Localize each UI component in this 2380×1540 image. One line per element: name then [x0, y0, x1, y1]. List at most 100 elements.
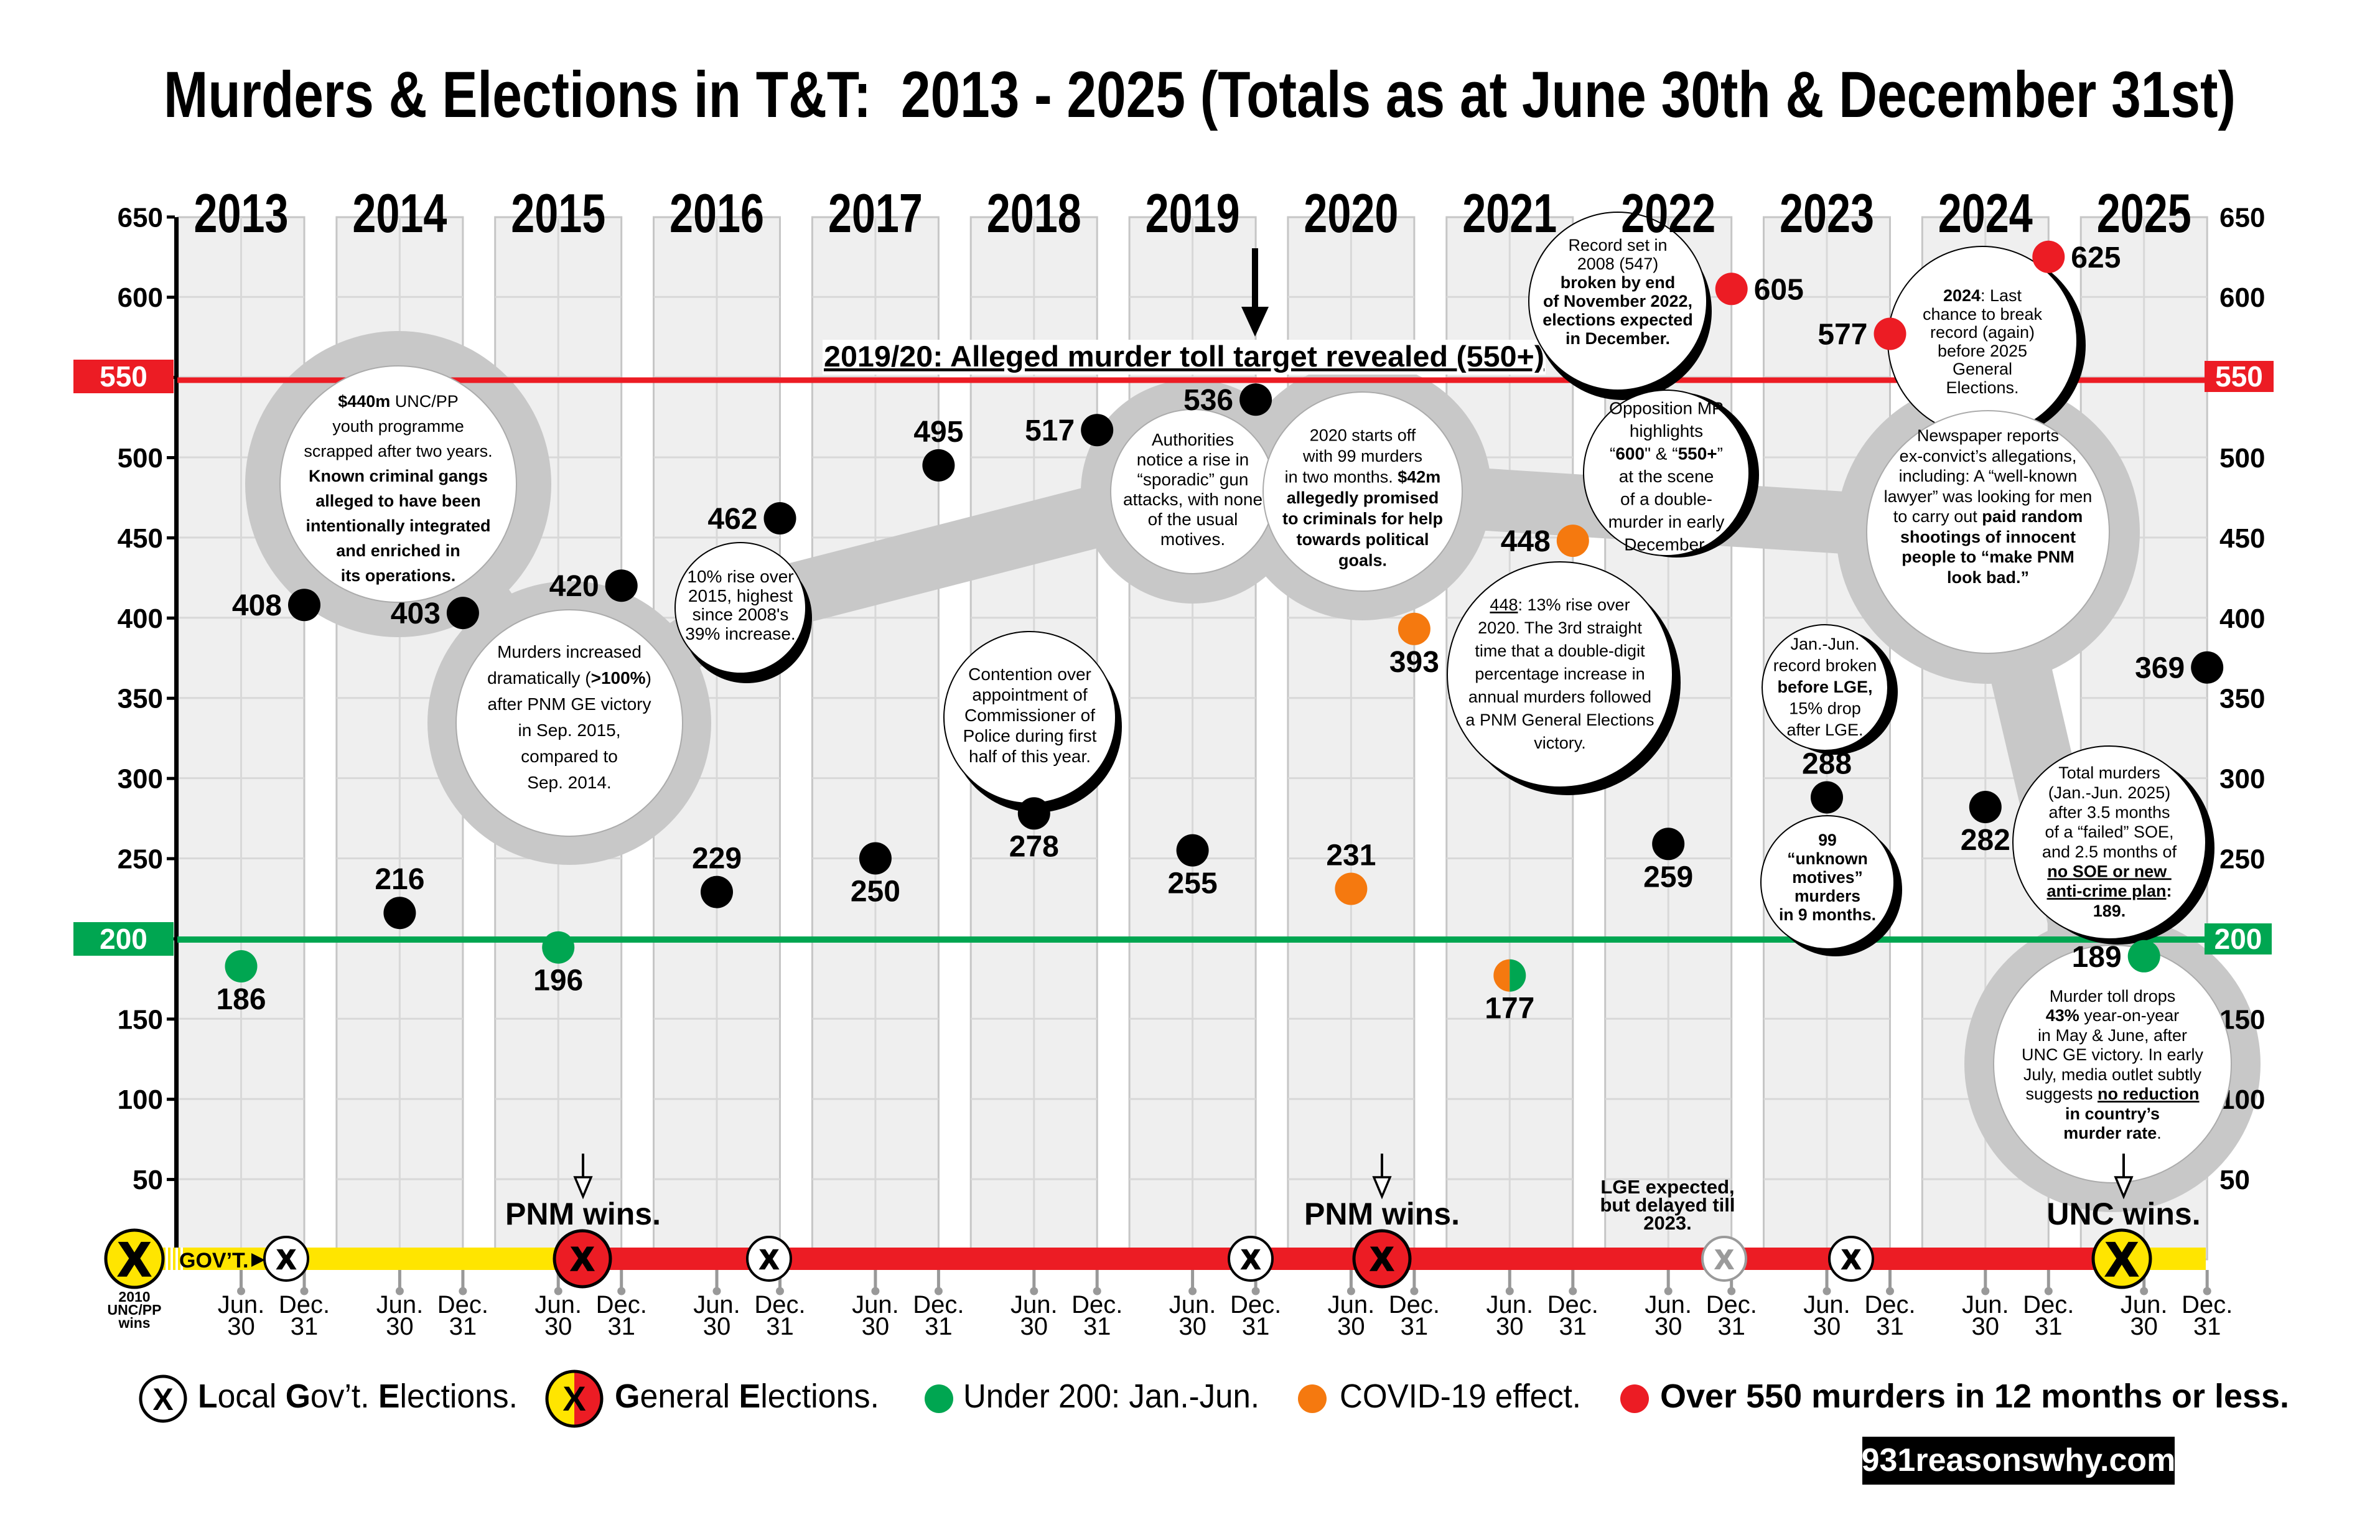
- svg-text:30: 30: [1654, 1313, 1682, 1340]
- svg-text:189.: 189.: [2093, 902, 2126, 920]
- svg-text:Jun.: Jun.: [376, 1291, 424, 1318]
- svg-text:PNM wins.: PNM wins.: [505, 1197, 661, 1231]
- svg-text:448: 13% rise over: 448: 13% rise over: [1490, 595, 1630, 614]
- svg-text:2020. The 3rd straight: 2020. The 3rd straight: [1478, 618, 1642, 637]
- svg-text:Record set in: Record set in: [1568, 236, 1667, 254]
- svg-text:X: X: [1842, 1244, 1860, 1275]
- svg-text:record broken: record broken: [1773, 656, 1877, 675]
- svg-text:196: 196: [533, 964, 583, 997]
- svg-text:450: 450: [2219, 523, 2265, 554]
- svg-text:look bad.”: look bad.”: [1947, 568, 2029, 587]
- svg-text:577: 577: [1818, 319, 1867, 352]
- svg-text:Jun.: Jun.: [1803, 1291, 1850, 1318]
- svg-text:UNC/PP: UNC/PP: [108, 1302, 162, 1318]
- svg-text:Known criminal gangs: Known criminal gangs: [309, 467, 488, 485]
- svg-text:murders: murders: [1794, 887, 1860, 905]
- svg-text:and enriched in: and enriched in: [336, 541, 460, 560]
- svg-text:Murder toll drops: Murder toll drops: [2050, 987, 2176, 1006]
- svg-text:393: 393: [1389, 646, 1439, 679]
- svg-text:Police during first: Police during first: [963, 726, 1097, 745]
- svg-text:2025: 2025: [2097, 182, 2191, 244]
- svg-text:before LGE,: before LGE,: [1777, 678, 1872, 696]
- svg-text:350: 350: [118, 684, 163, 714]
- svg-text:murder in early: murder in early: [1608, 512, 1725, 531]
- svg-text:31: 31: [449, 1313, 477, 1340]
- svg-text:General Elections.: General Elections.: [615, 1378, 879, 1415]
- svg-text:30: 30: [1813, 1313, 1841, 1340]
- svg-text:Dec.: Dec.: [2023, 1291, 2074, 1318]
- svg-text:at the scene: at the scene: [1619, 467, 1714, 486]
- svg-text:Jan.-Jun.: Jan.-Jun.: [1790, 635, 1859, 653]
- svg-text:GOV’T.: GOV’T.: [179, 1249, 248, 1272]
- svg-text:177: 177: [1485, 992, 1534, 1025]
- svg-text:Elections.: Elections.: [1946, 378, 2018, 397]
- svg-text:annual murders followed: annual murders followed: [1468, 688, 1651, 706]
- svg-text:931reasonswhy.com: 931reasonswhy.com: [1862, 1442, 2176, 1478]
- svg-text:39% increase.: 39% increase.: [685, 624, 795, 643]
- svg-text:Dec.: Dec.: [1389, 1291, 1440, 1318]
- svg-text:2021: 2021: [1462, 182, 1557, 244]
- svg-text:2014: 2014: [352, 182, 447, 244]
- svg-text:murder rate.: murder rate.: [2063, 1124, 2162, 1142]
- svg-text:intentionally integrated: intentionally integrated: [306, 516, 490, 535]
- svg-text:250: 250: [118, 844, 163, 875]
- svg-text:X: X: [1371, 1241, 1393, 1277]
- svg-text:Newspaper reports: Newspaper reports: [1917, 426, 2059, 445]
- svg-text:2020: 2020: [1304, 182, 1398, 244]
- svg-text:$440m UNC/PP: $440m UNC/PP: [338, 392, 459, 411]
- svg-text:600: 600: [118, 282, 163, 313]
- svg-text:2015: 2015: [511, 182, 605, 244]
- svg-text:motives.: motives.: [1160, 530, 1225, 549]
- svg-text:in December.: in December.: [1566, 329, 1670, 348]
- svg-text:31: 31: [1242, 1313, 1270, 1340]
- svg-text:2020 starts off: 2020 starts off: [1310, 426, 1416, 445]
- svg-text:Dec.: Dec.: [1706, 1291, 1757, 1318]
- svg-text:Jun.: Jun.: [534, 1291, 582, 1318]
- svg-text:UNC wins.: UNC wins.: [2046, 1197, 2200, 1231]
- svg-text:350: 350: [2219, 684, 2265, 714]
- svg-text:with 99 murders: with 99 murders: [1302, 447, 1422, 465]
- svg-text:Jun.: Jun.: [1328, 1291, 1375, 1318]
- svg-text:wins: wins: [118, 1315, 150, 1331]
- svg-text:2018: 2018: [987, 182, 1081, 244]
- svg-text:Jun.: Jun.: [852, 1291, 899, 1318]
- svg-text:2023.: 2023.: [1643, 1212, 1692, 1234]
- svg-text:allegedly promised: allegedly promised: [1287, 488, 1439, 507]
- svg-text:Murders & Elections in T&T: 2: Murders & Elections in T&T: 2013 - 2025 …: [164, 58, 2236, 131]
- svg-text:Jun.: Jun.: [1645, 1291, 1692, 1318]
- svg-text:Dec.: Dec.: [1230, 1291, 1281, 1318]
- svg-text:towards political: towards political: [1296, 530, 1429, 549]
- svg-text:victory.: victory.: [1534, 734, 1586, 752]
- svg-text:403: 403: [391, 597, 441, 630]
- svg-text:259: 259: [1643, 861, 1693, 894]
- svg-text:but delayed till: but delayed till: [1600, 1194, 1735, 1216]
- svg-text:“600" & “550+”: “600" & “550+”: [1610, 444, 1723, 464]
- svg-text:Dec.: Dec.: [437, 1291, 488, 1318]
- svg-text:150: 150: [118, 1004, 163, 1035]
- svg-text:scrapped after two years.: scrapped after two years.: [304, 442, 492, 460]
- svg-text:99: 99: [1818, 831, 1836, 849]
- svg-text:Total murders: Total murders: [2058, 763, 2160, 782]
- svg-text:motives”: motives”: [1792, 868, 1862, 887]
- svg-text:Dec.: Dec.: [913, 1291, 964, 1318]
- svg-text:Dec.: Dec.: [1547, 1291, 1598, 1318]
- svg-text:216: 216: [375, 863, 424, 896]
- svg-text:X: X: [277, 1244, 295, 1275]
- svg-text:Dec.: Dec.: [754, 1291, 805, 1318]
- svg-text:Jun.: Jun.: [1010, 1291, 1058, 1318]
- svg-text:31: 31: [1717, 1313, 1745, 1340]
- svg-text:its operations.: its operations.: [341, 566, 456, 585]
- svg-text:after PNM GE victory: after PNM GE victory: [488, 694, 651, 714]
- svg-text:of a “failed” SOE,: of a “failed” SOE,: [2045, 823, 2173, 841]
- svg-text:X: X: [760, 1244, 778, 1275]
- svg-text:Dec.: Dec.: [596, 1291, 647, 1318]
- svg-text:186: 186: [216, 983, 266, 1016]
- svg-text:31: 31: [1083, 1313, 1111, 1340]
- svg-text:650: 650: [118, 202, 163, 233]
- svg-text:31: 31: [607, 1313, 635, 1340]
- svg-text:31: 31: [291, 1313, 319, 1340]
- svg-text:550: 550: [2215, 360, 2263, 393]
- svg-text:December.: December.: [1624, 535, 1708, 554]
- svg-text:X: X: [152, 1382, 173, 1417]
- svg-text:Jun.: Jun.: [1169, 1291, 1216, 1318]
